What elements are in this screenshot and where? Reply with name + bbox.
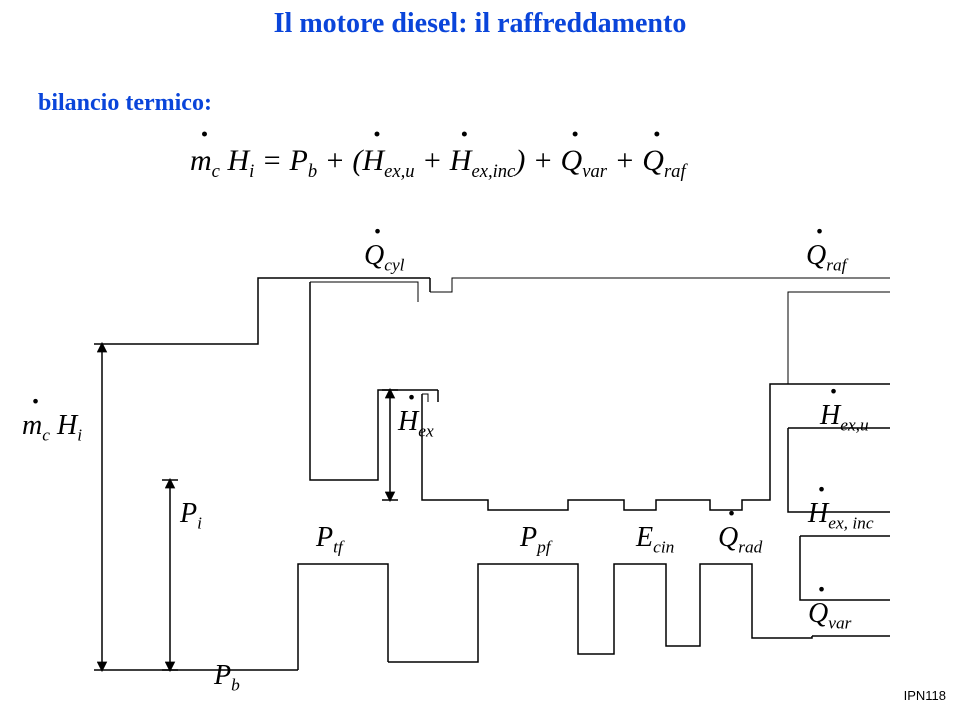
page-root: Il motore diesel: il raffreddamento bila… bbox=[0, 0, 960, 711]
sankey-diagram bbox=[0, 0, 960, 711]
slide-id: IPN118 bbox=[904, 688, 946, 703]
